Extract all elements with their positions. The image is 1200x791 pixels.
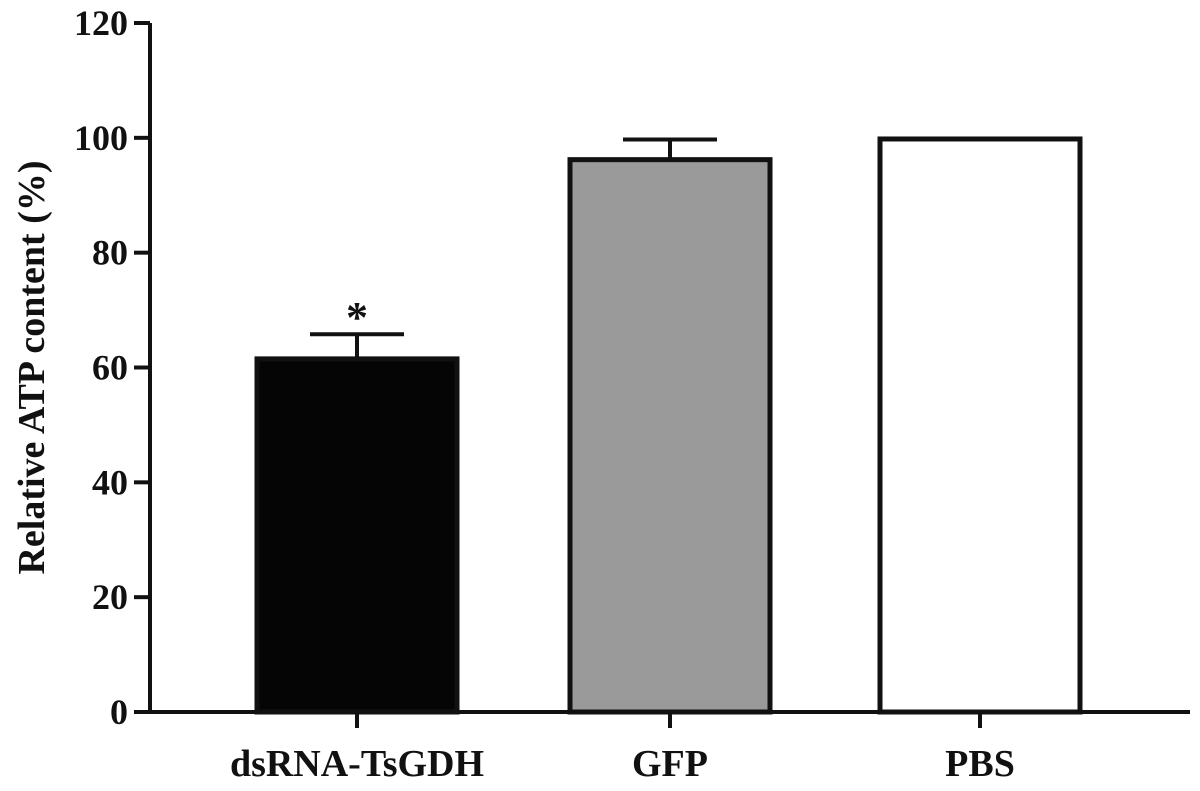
bars-layer: * [254,136,1083,715]
y-tick-label: 80 [92,233,128,273]
bar-gfp [567,157,773,715]
y-tick-label: 60 [92,348,128,388]
y-ticks-layer: 0 20 40 60 80 100 120 [74,3,150,732]
y-tick-label: 0 [110,692,128,732]
y-tick-label: 40 [92,462,128,502]
y-tick-label: 120 [74,3,128,43]
x-category-label: dsRNA-TsGDH [230,743,484,785]
x-category-label: PBS [945,743,1015,785]
x-ticks-layer: dsRNA-TsGDH GFP PBS [230,712,1015,785]
bar-dsrna-tsgdh [254,356,460,715]
x-category-label: GFP [632,743,708,785]
y-axis-title: Relative ATP content (%) [11,160,53,574]
y-tick-label: 20 [92,577,128,617]
bar-pbs [877,136,1083,715]
significance-marker: * [346,293,368,342]
y-tick-label: 100 [74,118,128,158]
